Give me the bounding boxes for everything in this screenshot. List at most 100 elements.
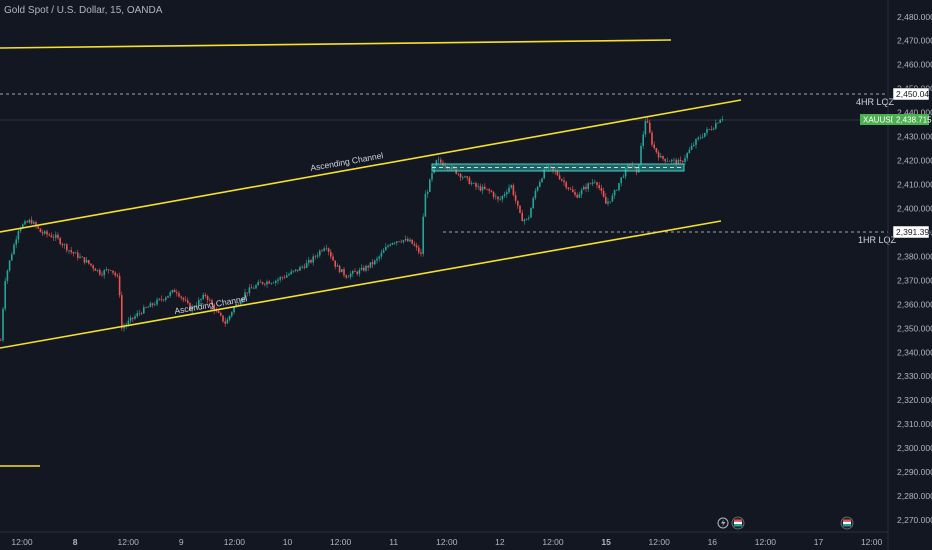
candle-body bbox=[145, 307, 147, 308]
candle-body bbox=[200, 298, 202, 300]
top-line[interactable] bbox=[0, 39, 672, 49]
price-tick-label: 2,290.000 bbox=[897, 467, 932, 477]
candle-body bbox=[429, 179, 431, 192]
candle-body bbox=[585, 186, 587, 189]
candle-body bbox=[182, 297, 185, 300]
candle-body bbox=[514, 194, 517, 201]
time-tick-label: 12 bbox=[495, 537, 505, 547]
candle-body bbox=[290, 271, 292, 275]
candle-body bbox=[620, 177, 622, 184]
candle-body bbox=[59, 238, 61, 244]
ascending-channel[interactable] bbox=[0, 39, 742, 467]
candle-body bbox=[360, 267, 363, 270]
candle-body bbox=[530, 208, 532, 218]
chart-title: Gold Spot / U.S. Dollar, 15, OANDA bbox=[4, 5, 163, 16]
price-tick-label: 2,460.000 bbox=[897, 60, 932, 70]
candle-body bbox=[4, 281, 6, 309]
candle-body bbox=[50, 235, 53, 238]
price-tick-label: 2,400.000 bbox=[897, 203, 932, 213]
time-tick-label: 12:00 bbox=[861, 537, 883, 547]
candle-body bbox=[6, 270, 9, 282]
candle-body bbox=[237, 303, 240, 305]
price-tick-label: 2,370.000 bbox=[897, 275, 932, 285]
price-tick-label: 2,330.000 bbox=[897, 371, 932, 381]
candle-body bbox=[158, 298, 160, 300]
candle-body bbox=[651, 132, 653, 145]
candle-body bbox=[17, 231, 20, 240]
candle-body bbox=[81, 256, 83, 258]
flag-event-icon[interactable] bbox=[731, 516, 745, 530]
candle-body bbox=[415, 245, 418, 248]
candle-body bbox=[233, 307, 235, 313]
candle-body bbox=[473, 183, 475, 184]
symbol-tag bbox=[860, 114, 893, 125]
candle-body bbox=[286, 275, 288, 278]
candle-body bbox=[664, 158, 666, 162]
candle-body bbox=[136, 313, 138, 317]
candle-body bbox=[574, 192, 576, 195]
candle-body bbox=[594, 182, 596, 183]
candle-body bbox=[156, 299, 158, 305]
candle-body bbox=[710, 129, 713, 130]
candle-body bbox=[649, 122, 651, 133]
candle-body bbox=[288, 274, 290, 276]
candle-body bbox=[704, 132, 706, 137]
candle-body bbox=[88, 260, 90, 264]
candle-body bbox=[457, 173, 460, 175]
candle-body bbox=[411, 239, 413, 244]
price-tick-label: 2,270.000 bbox=[897, 515, 932, 525]
candle-body bbox=[688, 149, 691, 154]
price-tick-label: 2,360.000 bbox=[897, 299, 932, 309]
candle-body bbox=[611, 195, 614, 202]
candle-body bbox=[66, 244, 68, 251]
candle-body bbox=[37, 226, 39, 229]
candle-body bbox=[572, 189, 574, 193]
candle-body bbox=[105, 269, 108, 271]
candle-body bbox=[129, 317, 132, 321]
flag-event-icon-2[interactable] bbox=[840, 516, 854, 530]
candle-body bbox=[277, 279, 279, 281]
candle-body bbox=[46, 231, 48, 235]
candle-body bbox=[275, 280, 277, 283]
candle-body bbox=[613, 190, 616, 196]
time-tick-label: 8 bbox=[73, 537, 78, 547]
candle-body bbox=[264, 283, 266, 285]
candle-body bbox=[176, 292, 178, 294]
candle-body bbox=[191, 306, 193, 311]
candle-body bbox=[41, 232, 44, 234]
candle-body bbox=[13, 244, 15, 255]
candle-body bbox=[437, 159, 440, 161]
channel-lower-line[interactable] bbox=[0, 220, 722, 349]
candle-body bbox=[92, 265, 94, 269]
price-tick-label: 2,440.000 bbox=[897, 108, 932, 118]
candle-body bbox=[618, 183, 620, 191]
candle-body bbox=[605, 196, 607, 204]
candle-body bbox=[96, 269, 99, 271]
candle-body bbox=[352, 270, 354, 274]
candle-body bbox=[255, 285, 257, 289]
candle-body bbox=[413, 243, 416, 246]
candle-body bbox=[655, 148, 658, 153]
channel-upper-line[interactable] bbox=[0, 99, 742, 233]
candle-body bbox=[699, 137, 702, 139]
candle-body bbox=[283, 277, 286, 279]
candle-body bbox=[488, 189, 490, 191]
time-axis[interactable]: 12:00 8 12:00 9 12:00 10 12:00 11 12:00 12 12:00 15… bbox=[11, 537, 882, 547]
candle-body bbox=[653, 144, 655, 149]
candle-body bbox=[114, 272, 116, 276]
candle-body bbox=[341, 269, 343, 273]
candle-body bbox=[61, 243, 64, 246]
time-tick-label: 15 bbox=[601, 537, 611, 547]
level-tag-4hr bbox=[892, 87, 930, 101]
candle-body bbox=[679, 159, 682, 162]
candle-body bbox=[72, 252, 75, 254]
candle-body bbox=[358, 269, 361, 274]
candle-body bbox=[244, 292, 246, 299]
candle-body bbox=[169, 292, 171, 296]
candle-body bbox=[600, 187, 603, 191]
lightning-event-icon[interactable] bbox=[717, 517, 729, 529]
candle-body bbox=[693, 144, 695, 146]
candle-body bbox=[30, 219, 33, 224]
candle-body bbox=[215, 310, 218, 312]
